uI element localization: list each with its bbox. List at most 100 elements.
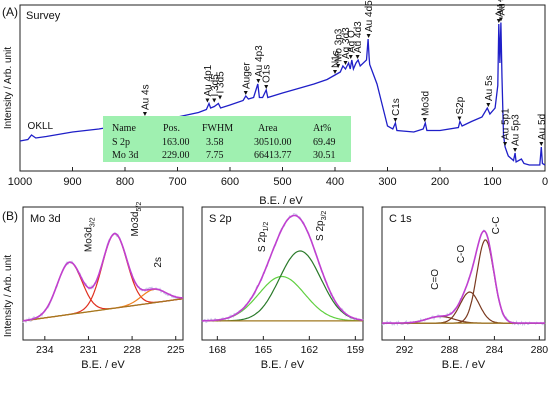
survey-spectrum-line (19, 22, 546, 166)
fit-envelope-line (22, 232, 184, 322)
core-level-x-axis-label: B.E. / eV (261, 359, 305, 371)
peak-label-arrowhead (212, 98, 217, 103)
fit-component-line (202, 275, 363, 322)
table-cell: Mo 3d (112, 150, 138, 161)
peak-label: Au 5p3 (511, 114, 522, 146)
peak-label: Au 5d (537, 114, 548, 140)
survey-x-tick-label: 600 (221, 176, 239, 188)
peak-label-arrowhead (348, 55, 353, 59)
survey-x-tick-label: 500 (273, 176, 291, 188)
table-header-fwhm: FWHM (202, 123, 233, 134)
table-cell: 229.00 (162, 150, 190, 161)
peak-label-arrowhead (264, 85, 269, 89)
component-label: Mo3d3/2 (83, 217, 96, 252)
core-level-x-tick-label: 225 (167, 344, 185, 356)
peak-label: Au 5p1 (501, 108, 512, 140)
core-level-x-tick-label: 234 (36, 344, 54, 356)
mo3d-panel: Mo 3d B.E. / eV 234 231 228 225 Mo3d3/2 Mo3d5/2… (22, 202, 185, 371)
survey-x-tick-label: 400 (326, 176, 344, 188)
fit-component-line (202, 250, 364, 322)
survey-x-tick-label: 900 (63, 176, 81, 188)
peak-label-arrowhead (513, 148, 518, 152)
survey-x-tick-label: 1000 (8, 176, 32, 188)
peak-label-arrowhead (142, 112, 147, 116)
core-level-x-tick-label: 288 (441, 344, 459, 356)
peak-label: Mo 3p3 (334, 28, 345, 62)
peak-label-arrowhead (393, 118, 398, 122)
peak-label-arrowhead (333, 70, 337, 74)
core-level-plot-frame (201, 206, 364, 341)
peak-label: Mo3d (420, 91, 431, 116)
peak-label-arrowhead (496, 19, 501, 23)
survey-x-tick-label: 700 (168, 176, 186, 188)
peak-label-arrowhead (218, 95, 223, 100)
component-label: 2s (153, 257, 164, 268)
peak-label-arrowhead (243, 91, 248, 95)
table-cell: 3.58 (206, 137, 224, 148)
peak-label-arrowhead (486, 103, 491, 107)
survey-x-tick-label: 800 (116, 176, 134, 188)
core-level-title: S 2p (209, 213, 232, 225)
table-background (103, 116, 351, 162)
peak-label-arrowhead (366, 34, 371, 38)
peak-label-arrowhead (343, 61, 348, 65)
core-level-x-tick-label: 168 (209, 344, 227, 356)
core-level-x-tick-label: 228 (123, 344, 141, 356)
table-header-area: Area (258, 123, 278, 134)
component-label: C=O (430, 269, 441, 290)
survey-x-axis-label: B.E. / eV (259, 195, 303, 207)
table-header-pos: Pos. (163, 123, 180, 134)
survey-x-tick-label: 100 (483, 176, 501, 188)
table-cell: 30.51 (313, 150, 336, 161)
peak-label: OKLL (28, 121, 54, 132)
atomic-percent-table: Name Pos. FWHM Area At% S 2p 163.00 3.58… (103, 116, 351, 162)
core-level-title: C 1s (389, 213, 412, 225)
survey-panel: (A) Survey Intensity / Arb. unit B.E. / … (2, 0, 548, 207)
fit-component-line (22, 261, 184, 322)
peak-label: Au 4f5 (494, 0, 505, 17)
component-label: C-C (491, 217, 502, 235)
peak-label: Au 5s (484, 75, 495, 101)
core-level-plot-frame (381, 206, 546, 341)
table-cell: 163.00 (162, 137, 190, 148)
peak-label: C1s (391, 98, 402, 116)
survey-x-tick-label: 300 (378, 176, 396, 188)
peak-label: O1s (262, 65, 273, 83)
core-level-x-tick-label: 165 (255, 344, 273, 356)
table-header-atpct: At% (313, 123, 331, 134)
peak-label: Auger (241, 62, 252, 89)
core-level-x-tick-label: 162 (301, 344, 319, 356)
peak-label: I 3d5 (210, 74, 221, 97)
peak-label: I 3d5 (216, 71, 227, 94)
peak-label: S2p (455, 96, 466, 114)
peak-label-arrowhead (539, 142, 544, 146)
survey-title: Survey (26, 10, 61, 22)
survey-x-tick-label: 200 (431, 176, 449, 188)
core-level-x-tick-label: 159 (347, 344, 365, 356)
core-level-x-tick-label: 284 (486, 344, 504, 356)
core-level-x-axis-label: B.E. / eV (81, 359, 125, 371)
table-cell: 7.75 (206, 150, 224, 161)
panel-a-label: (A) (2, 5, 18, 19)
peak-label-arrowhead (336, 64, 341, 68)
fit-baseline-line (22, 298, 184, 322)
fit-envelope-line (382, 230, 545, 324)
peak-label-arrowhead (457, 116, 462, 121)
core-level-title: Mo 3d (30, 213, 61, 225)
core-level-x-tick-label: 292 (396, 344, 414, 356)
peak-label-arrowhead (503, 142, 508, 146)
panel-b-y-axis-label: Intensity / Arb. unit (3, 255, 14, 337)
peak-label: Au 4f7 (496, 0, 507, 16)
table-cell: 30510.00 (254, 137, 292, 148)
peak-label: Au 4d3 (353, 21, 364, 53)
peak-label: Au 4p1 (203, 64, 214, 96)
survey-y-axis-label: Intensity / Arb. unit (3, 47, 14, 129)
peak-label: Ag O (346, 30, 357, 53)
peak-label: Au 4p3 (254, 45, 265, 77)
fit-envelope-line (202, 214, 364, 322)
component-label: C-O (456, 245, 467, 264)
core-level-x-axis-label: B.E. / eV (442, 359, 486, 371)
table-cell: 69.49 (313, 137, 336, 148)
component-label: S 2p1/2 (257, 222, 270, 252)
